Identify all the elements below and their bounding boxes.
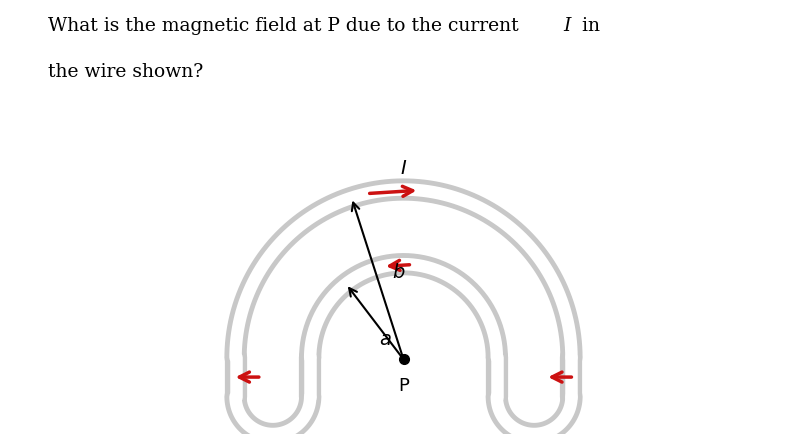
Text: P: P <box>398 376 409 394</box>
Text: b: b <box>392 262 405 281</box>
Text: What is the magnetic field at P due to the current: What is the magnetic field at P due to t… <box>48 17 525 35</box>
Text: in: in <box>576 17 600 35</box>
Text: I: I <box>400 159 407 178</box>
Text: the wire shown?: the wire shown? <box>48 63 203 81</box>
Text: I: I <box>563 17 571 35</box>
Text: a: a <box>379 329 391 348</box>
